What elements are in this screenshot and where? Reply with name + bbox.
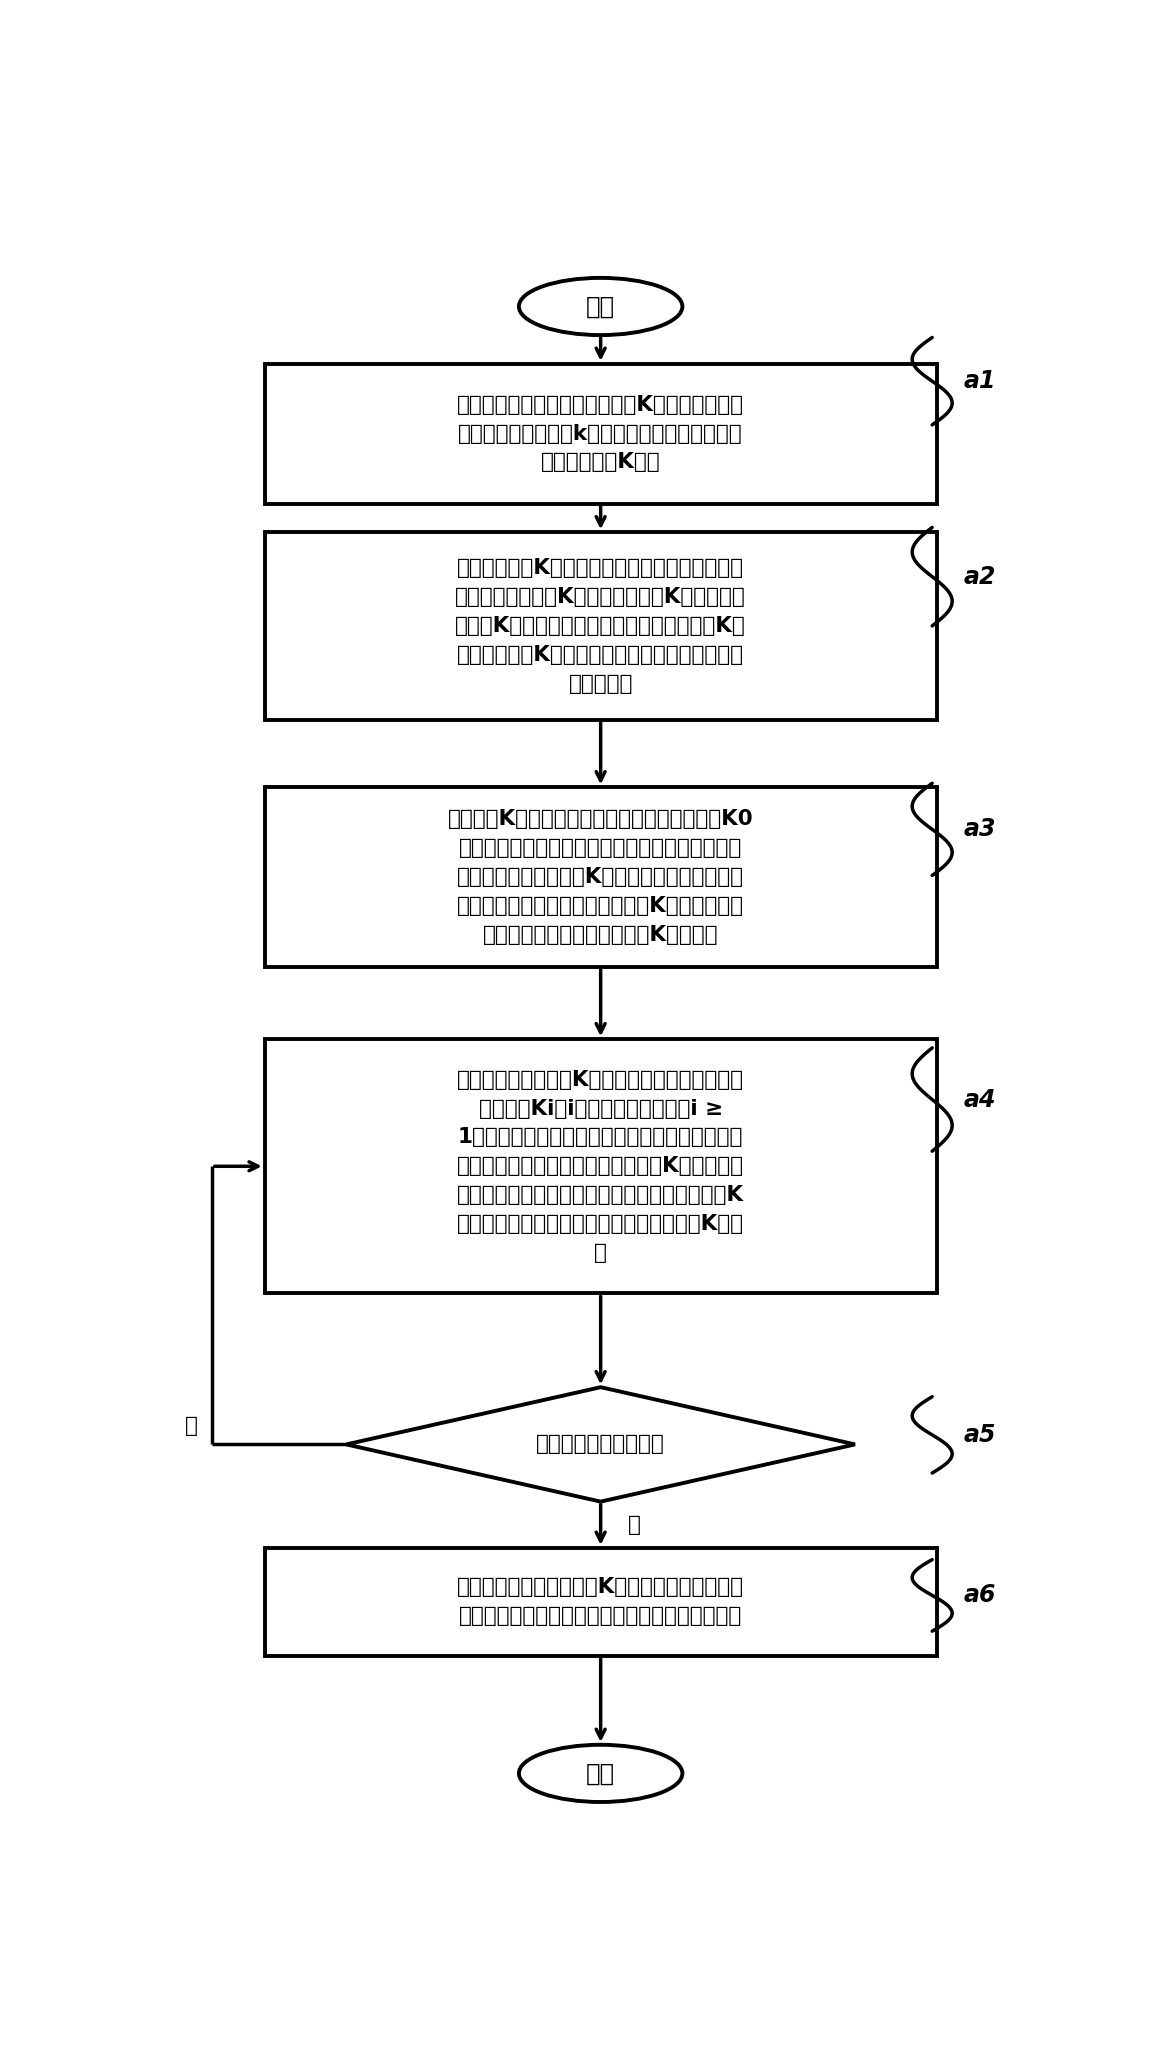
Text: a3: a3 — [963, 817, 996, 842]
Text: 结束: 结束 — [586, 1761, 615, 1785]
Bar — [265, 1038, 936, 1294]
Text: 利用原始K空间数据作为校准数据，选取卷积核K0
求得合并系数；根据所述合并系数使用并行采集重
建方法对所述每一分组K空间中的每一待填补数据
进行填补，将填补完成: 利用原始K空间数据作为校准数据，选取卷积核K0 求得合并系数；根据所述合并系数使… — [448, 809, 754, 945]
Text: 开始: 开始 — [586, 295, 615, 318]
Text: 否: 否 — [185, 1416, 198, 1437]
Text: 判断迭代处理是否完成: 判断迭代处理是否完成 — [537, 1434, 665, 1455]
Text: a2: a2 — [963, 566, 996, 588]
Text: a1: a1 — [963, 369, 996, 392]
Text: 对各通道原始K空间按照相同的规则进行预处理分
组，获得若干分组K空间，所述分组K空间为与所
述原始K空间相同大小的矩阵，所述每一分组K空
间都包括原始K空间中的: 对各通道原始K空间按照相同的规则进行预处理分 组，获得若干分组K空间，所述分组K… — [455, 559, 747, 694]
Bar — [265, 1548, 936, 1655]
Text: a6: a6 — [963, 1583, 996, 1608]
Text: a4: a4 — [963, 1088, 996, 1112]
Bar — [265, 533, 936, 720]
Text: 将最后一次更新的各通道K空间数据转换至图像域
，获得各通道图像，合并各通道图像获得最终图像: 将最后一次更新的各通道K空间数据转换至图像域 ，获得各通道图像，合并各通道图像获… — [457, 1577, 744, 1626]
Text: a5: a5 — [963, 1422, 996, 1447]
Text: 利用所述更新之后的K空间数据作为校准参数，选
取卷积核Ki（i为迭代处理的次数，i ≥
1）求得新的合并系数；根据所述新的合并系数使
用并行采集重建方法对所述每: 利用所述更新之后的K空间数据作为校准参数，选 取卷积核Ki（i为迭代处理的次数，… — [457, 1069, 744, 1263]
Bar — [265, 363, 936, 504]
Bar — [265, 786, 936, 966]
Text: 是: 是 — [628, 1515, 641, 1536]
Text: 采集获得若干通道全采样的原始K空间；或采集获
得若干通道欠采样的k空间，并利用相关方法获得
全采样的原始K空间: 采集获得若干通道全采样的原始K空间；或采集获 得若干通道欠采样的k空间，并利用相… — [457, 394, 744, 473]
